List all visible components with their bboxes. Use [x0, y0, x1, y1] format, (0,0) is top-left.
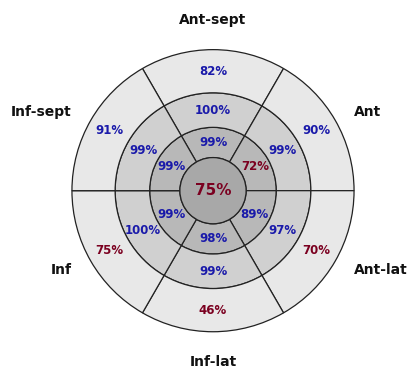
Text: 89%: 89%	[241, 208, 269, 221]
Text: 99%: 99%	[129, 144, 157, 157]
Circle shape	[180, 158, 246, 224]
Text: 91%: 91%	[96, 124, 124, 137]
Text: Inf-lat: Inf-lat	[189, 355, 237, 369]
Text: Inf: Inf	[51, 263, 72, 277]
Text: 75%: 75%	[96, 244, 124, 257]
Wedge shape	[262, 69, 354, 191]
Wedge shape	[230, 191, 276, 246]
Wedge shape	[115, 106, 181, 191]
Text: Ant-sept: Ant-sept	[179, 12, 247, 27]
Text: 99%: 99%	[199, 136, 227, 149]
Text: 98%: 98%	[199, 232, 227, 245]
Wedge shape	[245, 191, 311, 275]
Wedge shape	[115, 191, 181, 275]
Wedge shape	[164, 93, 262, 136]
Wedge shape	[262, 191, 354, 313]
Wedge shape	[181, 128, 245, 162]
Text: 70%: 70%	[303, 244, 331, 257]
Text: Ant: Ant	[354, 105, 382, 119]
Wedge shape	[72, 191, 164, 313]
Wedge shape	[181, 219, 245, 254]
Text: 72%: 72%	[241, 160, 269, 173]
Wedge shape	[150, 136, 197, 191]
Text: 99%: 99%	[199, 265, 227, 278]
Wedge shape	[142, 275, 284, 332]
Text: Inf-sept: Inf-sept	[11, 105, 72, 119]
Text: 75%: 75%	[195, 183, 231, 198]
Text: 99%: 99%	[157, 160, 185, 173]
Text: Ant-lat: Ant-lat	[354, 263, 408, 277]
Text: 46%: 46%	[199, 304, 227, 317]
Wedge shape	[72, 69, 164, 191]
Text: 90%: 90%	[303, 124, 331, 137]
Text: 100%: 100%	[195, 104, 231, 117]
Wedge shape	[142, 50, 284, 106]
Text: 82%: 82%	[199, 65, 227, 78]
Wedge shape	[245, 106, 311, 191]
Text: 97%: 97%	[269, 225, 297, 238]
Text: 99%: 99%	[157, 208, 185, 221]
Wedge shape	[150, 191, 197, 246]
Text: 100%: 100%	[125, 225, 161, 238]
Wedge shape	[230, 136, 276, 191]
Wedge shape	[164, 246, 262, 289]
Text: 99%: 99%	[269, 144, 297, 157]
